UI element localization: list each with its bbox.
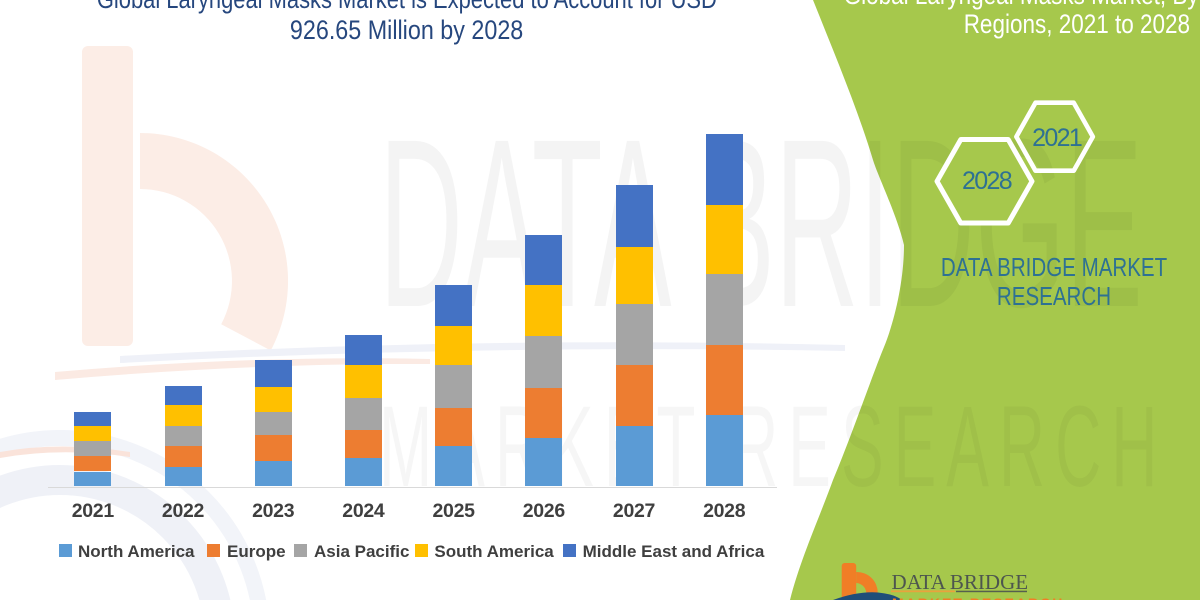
svg-text:MARKET RESEARCH: MARKET RESEARCH <box>892 595 1064 600</box>
svg-text:DATA BRIDGE: DATA BRIDGE <box>892 570 1029 594</box>
